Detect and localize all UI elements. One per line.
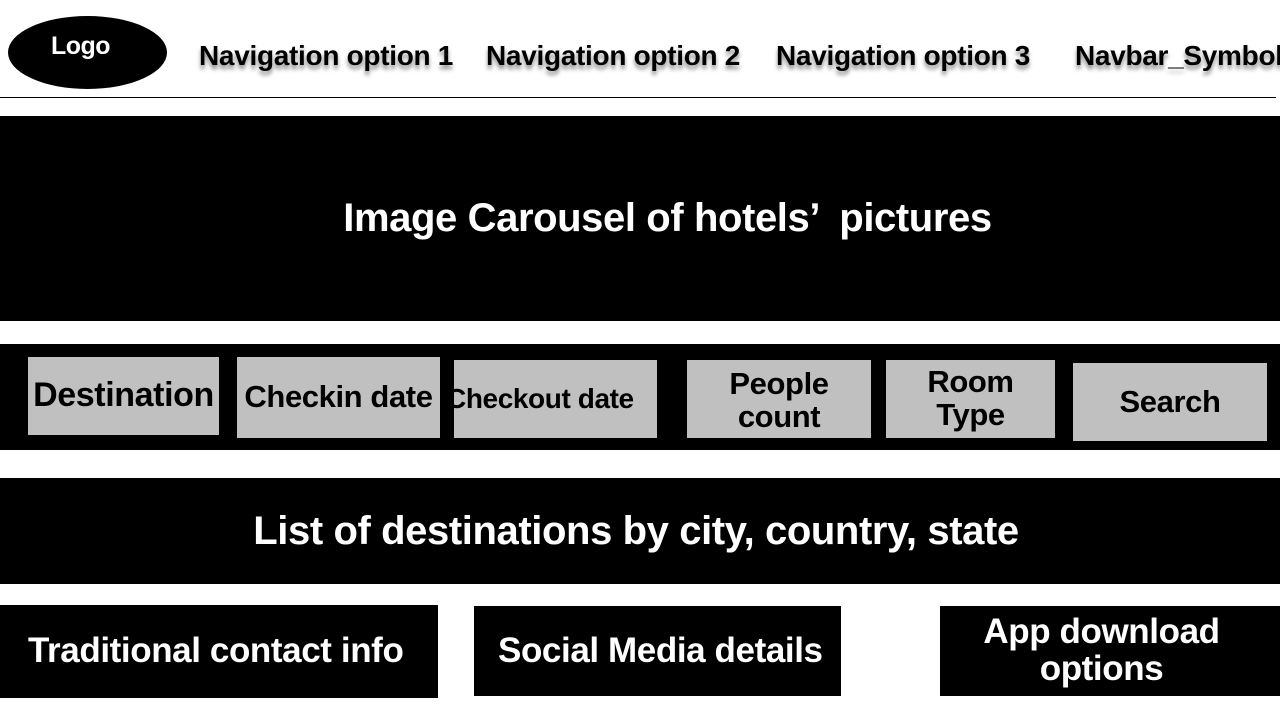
navbar-symbol-label: Navbar_Symbol — [1075, 40, 1280, 71]
app-download-label: App download options — [983, 612, 1220, 688]
people-count-label: People count — [729, 366, 829, 434]
logo-label: Logo — [50, 32, 111, 60]
app-download-block[interactable]: App download options — [940, 606, 1280, 696]
navbar-symbol[interactable]: Navbar_Symbol — [1075, 36, 1280, 76]
hotel-image-carousel[interactable]: Image Carousel of hotels’ pictures — [0, 116, 1280, 321]
nav-option-1-label: Navigation option 1 — [199, 40, 454, 71]
nav-option-1[interactable]: Navigation option 1 — [199, 36, 453, 76]
carousel-label: Image Carousel of hotels’ pictures — [343, 196, 992, 240]
room-type-label: Room Type — [927, 364, 1014, 432]
logo[interactable]: Logo — [8, 16, 167, 89]
search-button-label: Search — [1119, 383, 1221, 419]
social-media-label: Social Media details — [498, 630, 823, 670]
social-media-block[interactable]: Social Media details — [474, 606, 841, 696]
nav-option-3-label: Navigation option 3 — [776, 40, 1031, 71]
checkin-date-field[interactable]: Checkin date — [237, 357, 440, 438]
header-divider — [0, 97, 1276, 98]
nav-option-3[interactable]: Navigation option 3 — [776, 36, 1030, 76]
nav-option-2-label: Navigation option 2 — [486, 40, 741, 71]
nav-option-2[interactable]: Navigation option 2 — [486, 36, 740, 76]
room-type-field[interactable]: Room Type — [886, 360, 1055, 438]
people-count-field[interactable]: People count — [687, 360, 871, 438]
destinations-list[interactable]: List of destinations by city, country, s… — [0, 478, 1280, 584]
destination-field[interactable]: Destination — [28, 357, 219, 435]
destination-field-label: Destination — [33, 376, 214, 415]
contact-info-block[interactable]: Traditional contact info — [0, 605, 438, 698]
contact-info-label: Traditional contact info — [28, 631, 404, 671]
destinations-label: List of destinations by city, country, s… — [253, 508, 1019, 553]
search-button[interactable]: Search — [1073, 363, 1267, 441]
checkin-date-label: Checkin date — [244, 379, 433, 415]
checkout-date-field[interactable]: Checkout date — [454, 360, 657, 438]
checkout-date-label: Checkout date — [454, 383, 634, 415]
